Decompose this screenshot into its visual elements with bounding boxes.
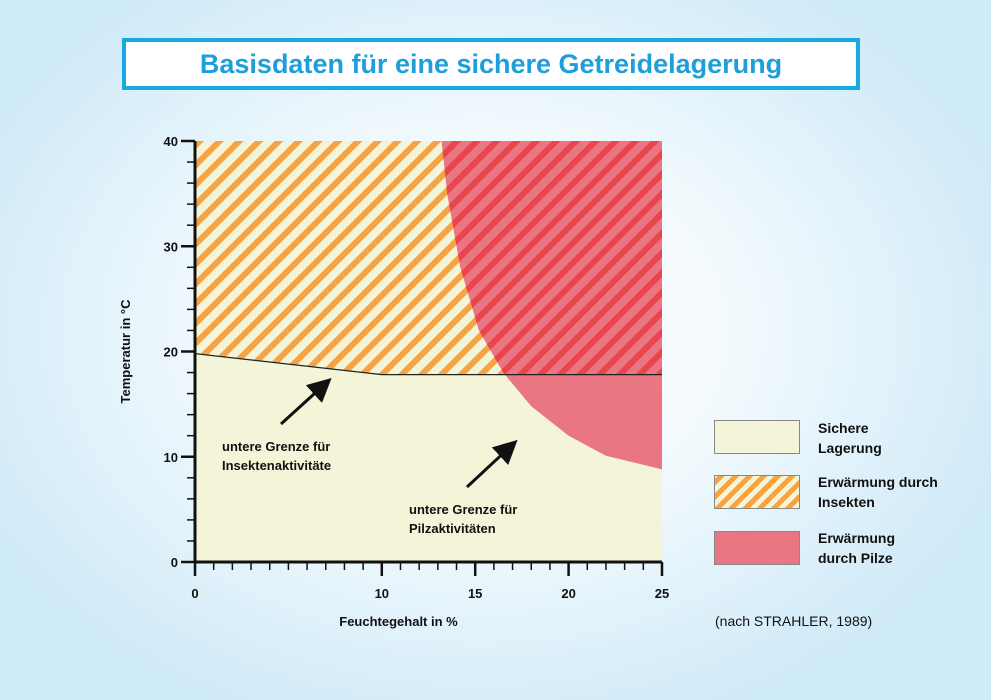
x-axis-label: Feuchtegehalt in %: [339, 614, 458, 629]
legend-label: Erwärmung durch Pilze: [818, 530, 896, 566]
arrow: [279, 377, 332, 426]
source: (nach STRAHLER, 1989): [715, 613, 873, 629]
legend-swatch: [714, 420, 800, 454]
y-tick-label: 40: [164, 134, 178, 149]
insect-limit-line: [195, 353, 662, 376]
annotation: untere Grenze für Pilzaktivitäten: [409, 502, 518, 536]
legend-label: Erwärmung durch Insekten: [818, 474, 938, 510]
x-tick-label: 20: [561, 586, 575, 601]
y-tick-label: 0: [171, 555, 178, 570]
fungi-insect-overlap: [441, 141, 662, 375]
annotation: untere Grenze für Insektenaktivitäte: [222, 439, 332, 473]
x-tick-label: 25: [655, 586, 669, 601]
x-tick-label: 0: [191, 586, 198, 601]
y-tick-label: 20: [164, 345, 178, 360]
legend-swatch: [714, 475, 800, 509]
chart-title: Basisdaten für eine sichere Getreidelage…: [122, 38, 860, 90]
y-tick-label: 30: [164, 239, 178, 254]
y-axis-label: Temperatur in °C: [118, 299, 133, 404]
y-tick-label: 10: [164, 450, 178, 465]
x-tick-label: 10: [375, 586, 389, 601]
arrow: [465, 439, 518, 489]
legend-label: Sichere Lagerung: [818, 420, 882, 456]
x-tick-label: 15: [468, 586, 482, 601]
legend-swatch: [714, 531, 800, 565]
